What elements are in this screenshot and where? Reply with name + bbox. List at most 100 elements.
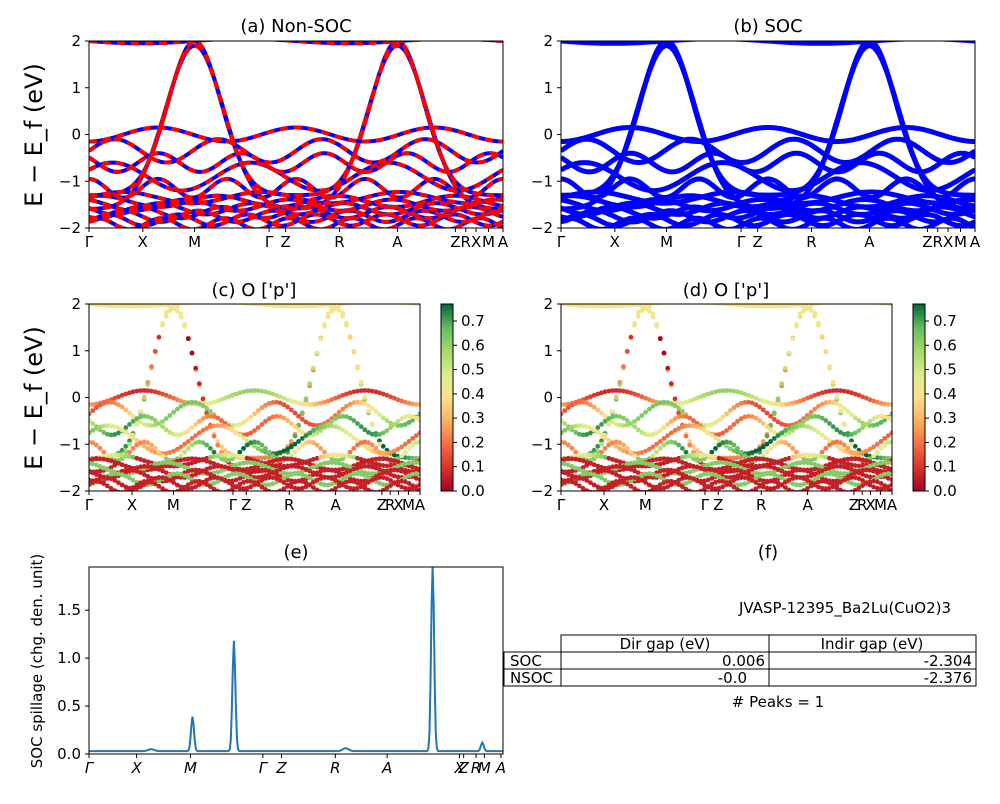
projection-point [610, 388, 615, 393]
projection-point [318, 424, 324, 430]
projection-point [292, 399, 298, 405]
projection-point [680, 413, 685, 419]
projection-point [211, 470, 217, 476]
projection-point [307, 461, 313, 467]
projection-point [130, 446, 136, 451]
projection-point [344, 470, 349, 475]
projection-point [299, 465, 305, 471]
projection-point [299, 442, 305, 448]
projection-point [355, 364, 360, 369]
projection-point [241, 420, 246, 425]
projection-point [362, 482, 368, 487]
projection-point [790, 336, 796, 342]
projection-point [867, 479, 873, 485]
projection-point [152, 422, 158, 428]
projection-point [156, 478, 162, 484]
projection-point [709, 461, 715, 467]
projection-point [665, 467, 671, 473]
projection-point [727, 482, 733, 487]
projection-point [377, 432, 382, 437]
projection-point [771, 459, 777, 464]
projection-point [314, 350, 320, 356]
projection-point [635, 451, 641, 456]
projection-point [325, 475, 331, 480]
projection-point [384, 418, 390, 424]
projection-point [691, 397, 696, 403]
projection-point [263, 464, 268, 469]
projection-point [112, 452, 118, 458]
projection-point [610, 304, 615, 309]
projection-point [274, 468, 279, 474]
projection-point [610, 464, 615, 470]
projection-point [318, 461, 324, 467]
projection-point [193, 484, 199, 490]
projection-point [735, 482, 740, 488]
soc-bands [561, 41, 975, 228]
projection-point [152, 304, 158, 308]
projection-point [705, 462, 711, 468]
projection-point [812, 452, 818, 458]
projection-point [591, 468, 597, 474]
projection-point [90, 479, 96, 484]
projection-point [749, 466, 755, 472]
projection-point [156, 421, 162, 426]
projection-point [768, 439, 773, 444]
projection-point [742, 458, 748, 464]
projection-point [219, 452, 224, 458]
projection-point [208, 454, 213, 460]
projection-point [643, 431, 648, 437]
projection-point [698, 452, 704, 458]
projection-point [413, 433, 419, 438]
projection-point [380, 463, 386, 468]
projection-point [580, 465, 586, 470]
projection-point [606, 388, 612, 394]
projection-point [635, 310, 641, 316]
band-line [89, 41, 503, 198]
projection-point [108, 423, 114, 429]
projection-point [174, 446, 180, 452]
projection-point [889, 488, 892, 491]
projection-point [163, 416, 169, 421]
projection-point [797, 304, 803, 308]
projection-point [358, 388, 364, 393]
projection-point [779, 458, 785, 463]
projection-point [94, 456, 99, 462]
projection-point [391, 422, 397, 427]
projection-point [566, 304, 571, 307]
projection-point [252, 480, 257, 485]
projection-point [621, 479, 626, 485]
projection-point [650, 398, 656, 404]
projection-point [643, 409, 648, 415]
projection-point [377, 467, 382, 472]
projection-point [171, 395, 177, 401]
projection-point [613, 458, 619, 463]
projection-point [152, 449, 158, 455]
projection-point [882, 401, 887, 407]
projection-point [152, 349, 158, 354]
projection-point [764, 457, 770, 462]
projection-point [871, 398, 876, 404]
projection-point [852, 430, 858, 436]
projection-point [617, 478, 623, 484]
projection-point [599, 441, 604, 447]
projection-point [705, 429, 711, 435]
projection-point [215, 469, 221, 475]
projection-point [230, 471, 235, 477]
projection-point [395, 446, 401, 452]
table-footer: # Peaks = 1 [732, 693, 824, 711]
projection-point [299, 459, 305, 464]
projection-point [174, 308, 180, 314]
projection-point [738, 459, 744, 465]
projection-point [208, 400, 213, 406]
projection-point [303, 440, 309, 446]
projection-point [362, 485, 368, 491]
projection-point [602, 446, 608, 451]
x-tick-label: M [167, 496, 180, 514]
projection-point [310, 472, 316, 478]
projection-point [588, 471, 593, 477]
projection-point [680, 424, 685, 430]
projection-point [141, 394, 147, 400]
projection-point [786, 304, 792, 308]
projection-point [827, 421, 832, 426]
projection-point [753, 395, 759, 401]
